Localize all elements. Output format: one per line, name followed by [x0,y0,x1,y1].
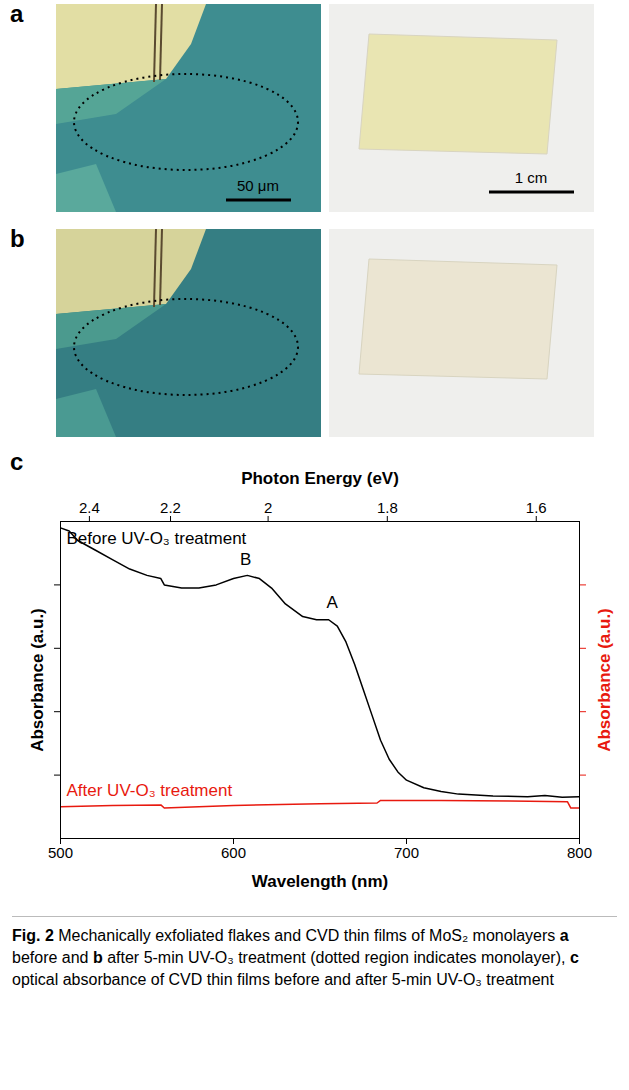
svg-text:2: 2 [264,499,272,516]
svg-text:2.2: 2.2 [160,499,181,516]
svg-text:After UV-O₃ treatment: After UV-O₃ treatment [67,781,233,800]
html-text:before and b after 5-min UV-O₃: before and b after 5-min UV-O₃ treatment… [12,949,579,966]
html-text:optical absorbance of CVD thin: optical absorbance of CVD thin films bef… [12,971,554,988]
svg-text:1 cm: 1 cm [515,169,548,186]
svg-text:Before UV-O₃ treatment: Before UV-O₃ treatment [67,529,247,548]
html-text:a: a [10,0,24,27]
svg-text:800: 800 [567,844,592,861]
svg-text:50 μm: 50 μm [237,177,279,194]
svg-text:Absorbance (a.u.): Absorbance (a.u.) [28,608,47,752]
svg-text:Wavelength (nm): Wavelength (nm) [252,872,388,891]
svg-text:500: 500 [48,844,73,861]
svg-text:A: A [326,593,338,612]
svg-text:Photon Energy (eV): Photon Energy (eV) [241,469,399,488]
html-text:Fig. 2 Mechanically exfoliated: Fig. 2 Mechanically exfoliated flakes an… [12,927,569,944]
svg-text:1.6: 1.6 [526,499,547,516]
svg-text:B: B [240,550,251,569]
html-text:b: b [10,225,25,252]
svg-text:700: 700 [394,844,419,861]
svg-text:2.4: 2.4 [79,499,100,516]
svg-text:600: 600 [221,844,246,861]
svg-text:1.8: 1.8 [377,499,398,516]
html-text:c: c [10,448,24,475]
svg-text:Absorbance (a.u.): Absorbance (a.u.) [595,608,614,752]
